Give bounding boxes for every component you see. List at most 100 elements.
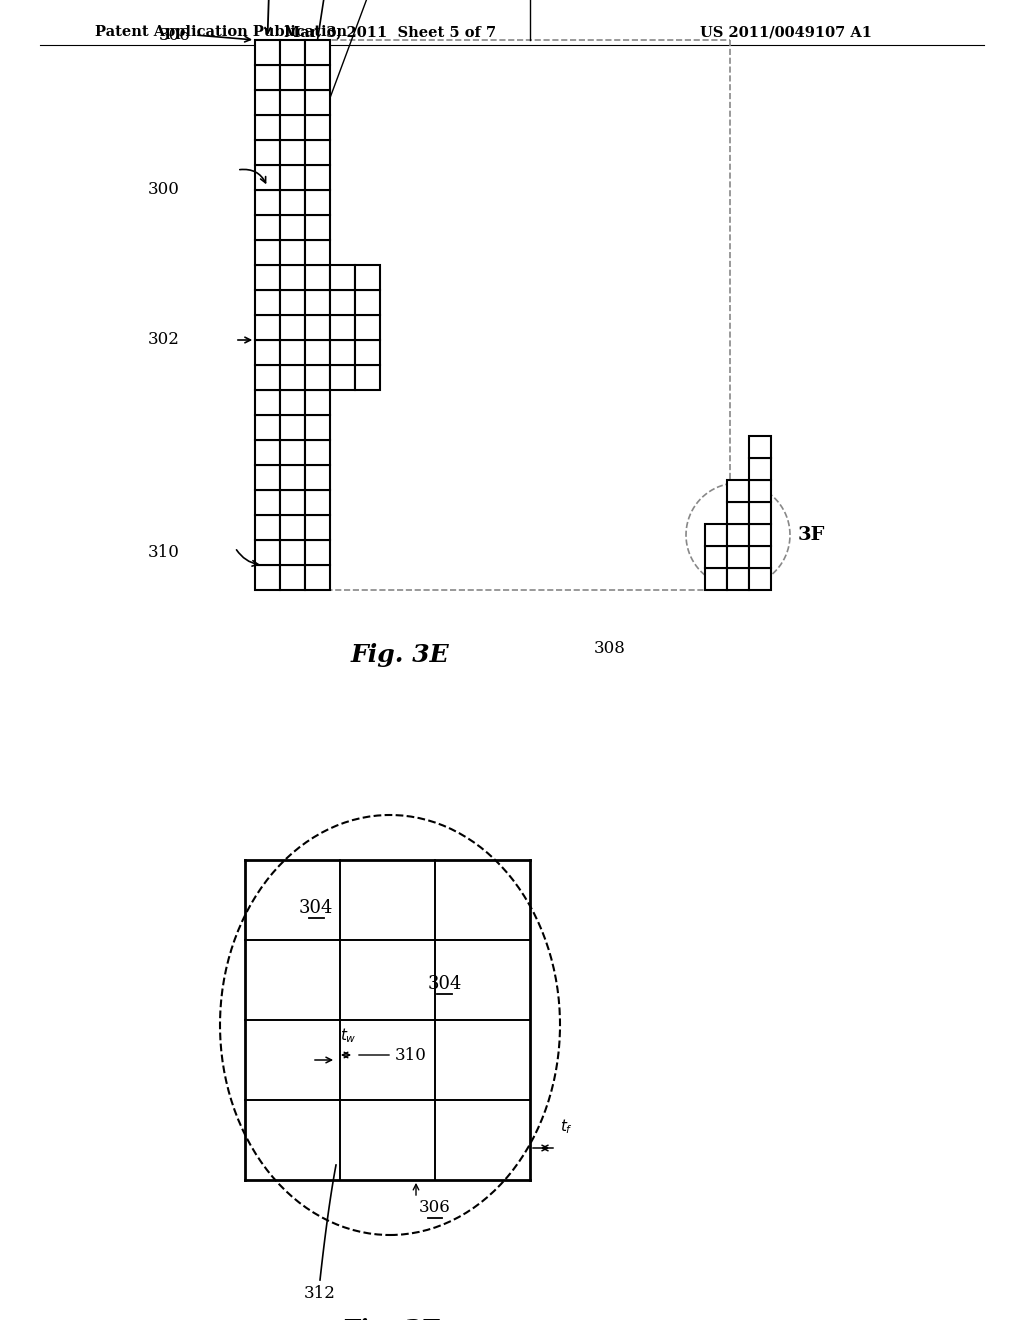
Bar: [749, 480, 771, 502]
Bar: [749, 568, 771, 590]
Bar: [255, 565, 280, 590]
Bar: [749, 524, 771, 546]
Bar: [255, 389, 280, 414]
Bar: [280, 290, 305, 315]
Bar: [749, 436, 771, 458]
Text: Mar. 3, 2011  Sheet 5 of 7: Mar. 3, 2011 Sheet 5 of 7: [284, 25, 496, 40]
Bar: [280, 565, 305, 590]
Bar: [255, 215, 280, 240]
Bar: [305, 366, 330, 389]
Bar: [255, 240, 280, 265]
Bar: [705, 568, 727, 590]
Bar: [255, 165, 280, 190]
Bar: [305, 65, 330, 90]
Bar: [280, 414, 305, 440]
Bar: [305, 215, 330, 240]
Bar: [255, 341, 280, 366]
Bar: [255, 440, 280, 465]
Bar: [280, 165, 305, 190]
Text: 310: 310: [148, 544, 180, 561]
Bar: [255, 540, 280, 565]
Bar: [705, 524, 727, 546]
Bar: [305, 389, 330, 414]
Bar: [255, 366, 280, 389]
Bar: [280, 315, 305, 341]
Text: 306: 306: [419, 1200, 451, 1217]
Bar: [305, 315, 330, 341]
Bar: [305, 515, 330, 540]
Bar: [727, 524, 749, 546]
Bar: [255, 115, 280, 140]
Bar: [280, 540, 305, 565]
Bar: [305, 190, 330, 215]
Bar: [305, 540, 330, 565]
Bar: [305, 490, 330, 515]
Bar: [305, 140, 330, 165]
Text: Fig. 3F: Fig. 3F: [341, 1317, 438, 1320]
Text: 3F: 3F: [798, 525, 825, 544]
Bar: [255, 65, 280, 90]
Bar: [280, 515, 305, 540]
Bar: [280, 215, 305, 240]
Bar: [255, 515, 280, 540]
Bar: [280, 440, 305, 465]
Bar: [305, 165, 330, 190]
Bar: [330, 315, 355, 341]
Bar: [305, 290, 330, 315]
Text: Fig. 3E: Fig. 3E: [350, 643, 450, 667]
Bar: [255, 265, 280, 290]
Text: 306: 306: [159, 26, 190, 44]
Bar: [255, 40, 280, 65]
Bar: [280, 115, 305, 140]
Bar: [280, 240, 305, 265]
Text: 304: 304: [427, 975, 462, 993]
Bar: [255, 465, 280, 490]
Bar: [330, 341, 355, 366]
Text: $t_f$: $t_f$: [560, 1117, 573, 1137]
Text: Patent Application Publication: Patent Application Publication: [95, 25, 347, 40]
Bar: [280, 366, 305, 389]
Bar: [280, 190, 305, 215]
Bar: [280, 465, 305, 490]
Text: 302: 302: [148, 331, 180, 348]
Bar: [305, 115, 330, 140]
Text: US 2011/0049107 A1: US 2011/0049107 A1: [700, 25, 872, 40]
Bar: [749, 458, 771, 480]
Bar: [305, 265, 330, 290]
Bar: [330, 366, 355, 389]
Text: 308: 308: [594, 640, 626, 657]
Bar: [305, 240, 330, 265]
Bar: [355, 265, 380, 290]
Text: 304: 304: [299, 899, 334, 917]
Bar: [355, 366, 380, 389]
Bar: [255, 90, 280, 115]
Bar: [330, 290, 355, 315]
Bar: [280, 90, 305, 115]
Bar: [255, 490, 280, 515]
Bar: [355, 315, 380, 341]
Ellipse shape: [220, 814, 560, 1236]
Bar: [255, 190, 280, 215]
Bar: [305, 440, 330, 465]
Bar: [727, 502, 749, 524]
Bar: [727, 480, 749, 502]
Bar: [749, 502, 771, 524]
Bar: [280, 65, 305, 90]
Bar: [255, 414, 280, 440]
Bar: [305, 465, 330, 490]
Bar: [305, 40, 330, 65]
Bar: [305, 341, 330, 366]
Bar: [255, 290, 280, 315]
Bar: [305, 565, 330, 590]
Bar: [280, 341, 305, 366]
Text: 312: 312: [304, 1284, 336, 1302]
Bar: [255, 315, 280, 341]
Bar: [355, 341, 380, 366]
Bar: [280, 265, 305, 290]
Text: 300: 300: [148, 181, 180, 198]
Bar: [305, 90, 330, 115]
Bar: [330, 265, 355, 290]
Bar: [727, 568, 749, 590]
Bar: [355, 290, 380, 315]
Bar: [280, 140, 305, 165]
